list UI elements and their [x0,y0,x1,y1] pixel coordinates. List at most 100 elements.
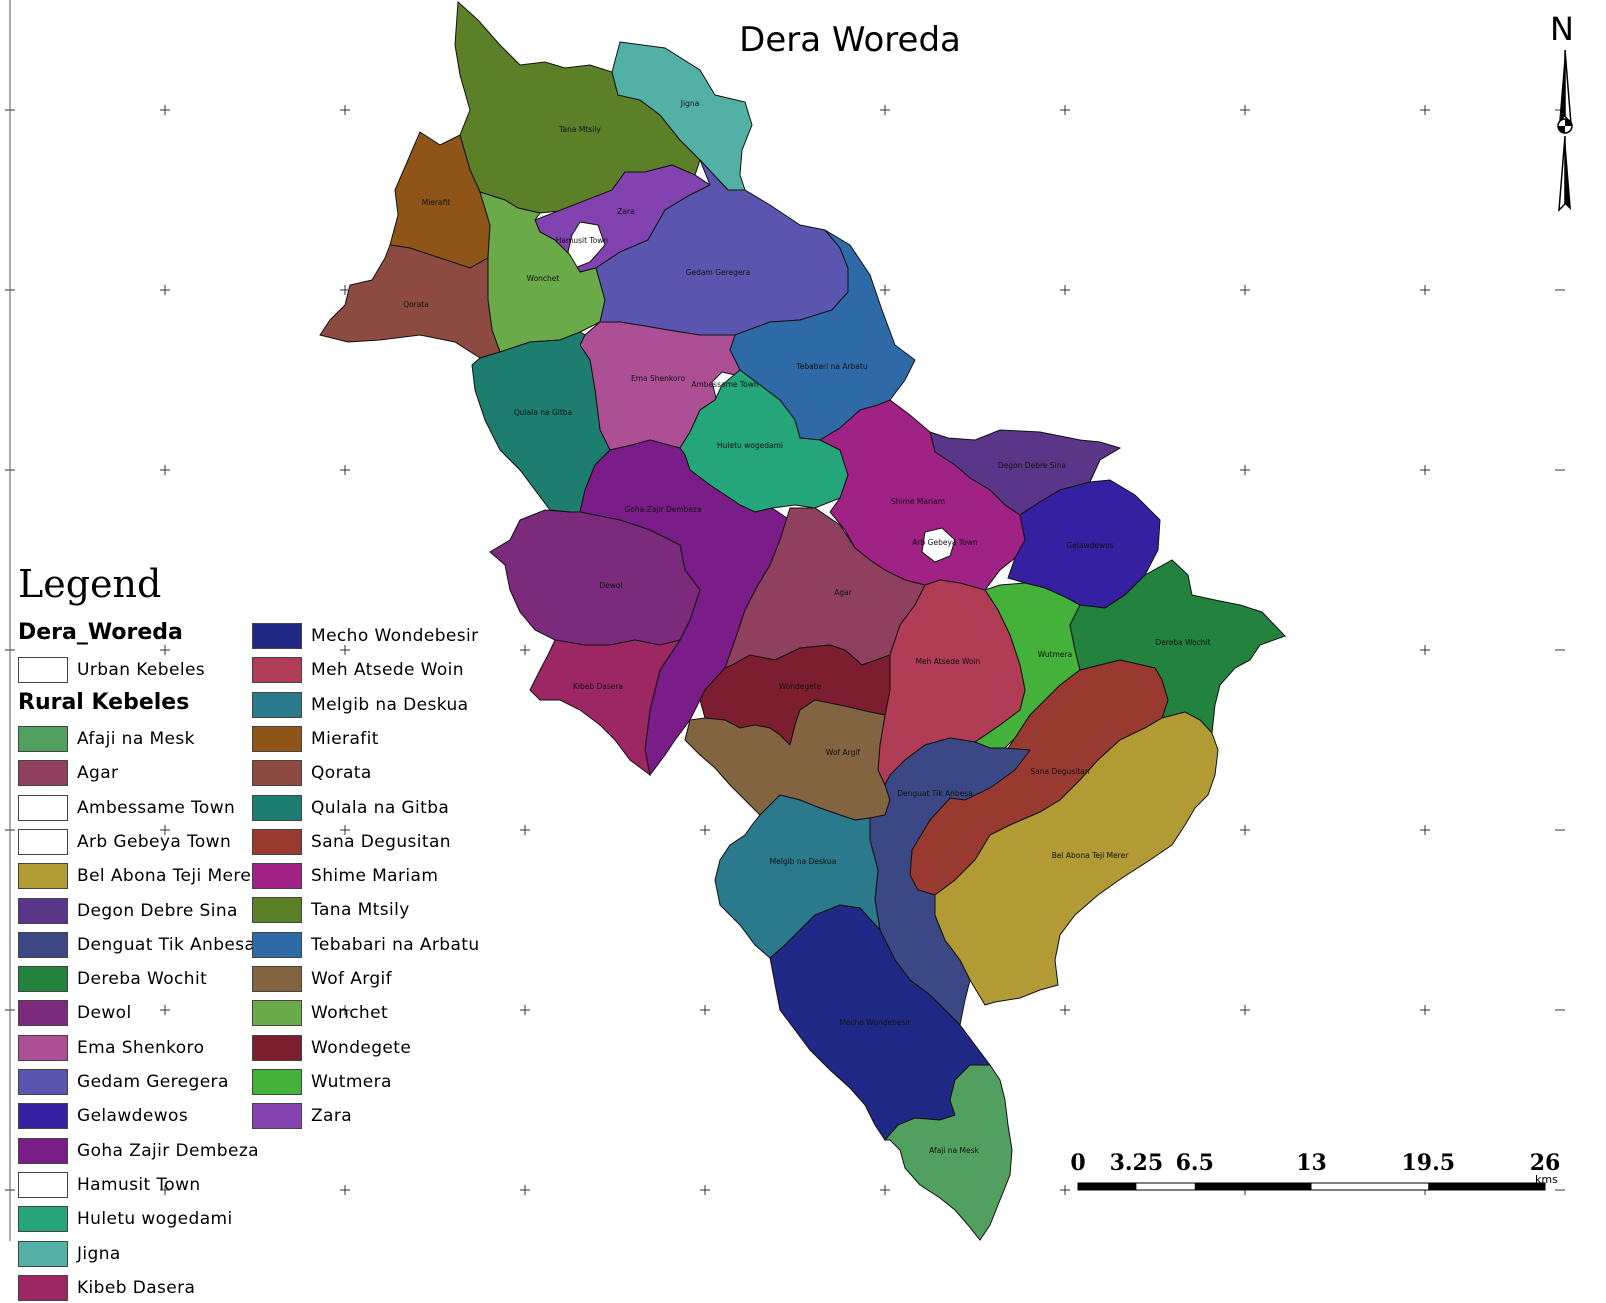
legend-label: Ambessame Town [77,797,236,818]
legend-item: Dewol [18,998,132,1028]
legend-swatch [18,1000,68,1027]
kebele-region-arb-gebeya-town[interactable] [921,527,956,563]
kebele-labels: Tana Mtsily Jigna Mierafit Zara Hamusit Town… [403,99,1210,1155]
kebele-label-wutmera: Wutmera [1038,650,1072,659]
legend-group-title: Rural Kebeles [18,690,190,715]
graticule-cross [520,1005,530,1015]
graticule-cross [1420,105,1430,115]
kebele-region-kibeb-dasera[interactable] [529,639,682,777]
kebele-label-agar: Agar [834,588,852,597]
kebele-label-denguat-tik-anbesa: Denguat Tik Anbesa [897,789,973,798]
legend-item: Ambessame Town [18,793,235,823]
legend-item: Melgib na Deskua [252,690,468,720]
legend-label: Shime Mariam [311,866,439,887]
legend-swatch [252,760,302,787]
scale-bar-segment [1078,1183,1137,1190]
scale-unit: kms [1535,1173,1558,1186]
legend-swatch [18,760,68,787]
legend-item: Wonchet [252,998,388,1028]
scale-label: 6.5 [1175,1150,1214,1176]
legend-label: Tana Mtsily [311,900,410,921]
kebele-label-dewol: Dewol [599,581,622,590]
kebele-label-mierafit: Mierafit [422,198,451,207]
legend-swatch [252,1103,302,1130]
kebele-region-bel-abona-teji-merer[interactable] [934,711,1219,1006]
kebele-region-hamusit-town[interactable] [567,221,606,269]
legend-layer-title: Dera_Woreda [18,620,183,645]
legend-label-urban: Urban Kebeles [77,660,206,680]
legend-label: Wonchet [311,1003,389,1024]
legend-item: Degon Debre Sina [18,896,238,926]
map-title: Dera Woreda [739,20,961,60]
legend-item: Agar [18,758,118,788]
graticule-cross [1060,105,1070,115]
legend-item: Afaji na Mesk [18,724,195,754]
legend-heading: Legend [18,562,162,606]
graticule-cross [1420,645,1430,655]
legend-item: Wutmera [252,1067,392,1097]
kebele-label-hamusit-town: Hamusit Town [556,236,609,245]
kebele-label-jigna: Jigna [680,99,699,108]
legend-item: Arb Gebeya Town [18,827,231,857]
legend-label: Ema Shenkoro [77,1037,205,1058]
legend-item: Wondegete [252,1033,411,1063]
legend-item: Kibeb Dasera [18,1273,195,1303]
legend-swatch [18,1069,68,1095]
legend-item: Gedam Geregera [18,1067,229,1097]
graticule-cross [880,285,890,295]
scale-label: 3.25 [1109,1150,1164,1176]
legend-item: Mecho Wondebesir [252,621,479,651]
kebele-region-denguat-tik-anbesa[interactable] [869,737,1031,1027]
graticule-cross [1420,285,1430,295]
legend-item: Qorata [252,758,372,788]
graticule-cross [520,825,530,835]
legend-label: Gelawdewos [77,1106,189,1127]
kebele-regions [319,0,1286,1241]
legend-item: Tana Mtsily [252,895,410,925]
graticule-cross [1420,1005,1430,1015]
legend-item: Qulala na Gitba [252,793,449,823]
legend-label: Mierafit [311,728,379,749]
kebele-region-qorata[interactable] [319,244,501,359]
graticule-cross [340,105,350,115]
kebele-region-wof-argif[interactable] [684,699,891,821]
north-arrow-icon [1557,49,1573,212]
kebele-label-goha-zajir-dembeza: Goha Zajir Dembeza [624,505,701,514]
legend-label: Afaji na Mesk [77,729,195,749]
legend-label: Jigna [77,1243,121,1264]
legend-label: Qulala na Gitba [311,797,450,818]
kebele-region-afaji-na-mesk[interactable] [883,1064,1013,1241]
legend-label: Huletu wogedami [77,1209,233,1230]
legend-swatch [18,863,68,890]
kebele-label-afaji-na-mesk: Afaji na Mesk [929,1146,979,1155]
legend-item: Meh Atsede Woin [252,655,464,685]
kebele-label-tana-mtsily: Tana Mtsily [558,125,601,134]
graticule-cross [880,1185,890,1195]
graticule-cross [1240,285,1250,295]
map-canvas: Tana Mtsily Jigna Mierafit Zara Hamusit Town… [5,0,1565,1241]
graticule-cross [340,825,350,835]
legend-swatch [252,691,302,718]
legend-item: Hamusit Town [18,1170,201,1200]
graticule-cross [1240,825,1250,835]
legend-label: Arb Gebeya Town [77,831,232,852]
graticule-cross [160,645,170,655]
kebele-label-mecho-wondebesir: Mecho Wondebesir [839,1018,911,1027]
kebele-label-qorata: Qorata [403,300,429,309]
legend-swatch [252,1000,302,1027]
graticule-cross [160,105,170,115]
legend-label: Wondegete [311,1037,412,1058]
kebele-label-dereba-wochit: Dereba Wochit [1155,638,1210,647]
kebele-label-ema-shenkoro: Ema Shenkoro [631,374,685,383]
kebele-label-zara: Zara [617,207,634,216]
kebele-label-qulala-na-gitba: Qulala na Gitba [514,408,572,417]
legend-item: Denguat Tik Anbesa [18,930,255,960]
legend-label: Dewol [77,1003,132,1024]
legend-label: Qorata [311,763,372,784]
kebele-label-kibeb-dasera: Kibeb Dasera [573,682,623,691]
legend-swatch [18,966,68,993]
kebele-label-ambessame-town: Ambessame Town [691,380,759,389]
graticule-cross [1240,105,1250,115]
graticule-cross [1060,1185,1070,1195]
legend-label: Dereba Wochit [77,969,208,990]
